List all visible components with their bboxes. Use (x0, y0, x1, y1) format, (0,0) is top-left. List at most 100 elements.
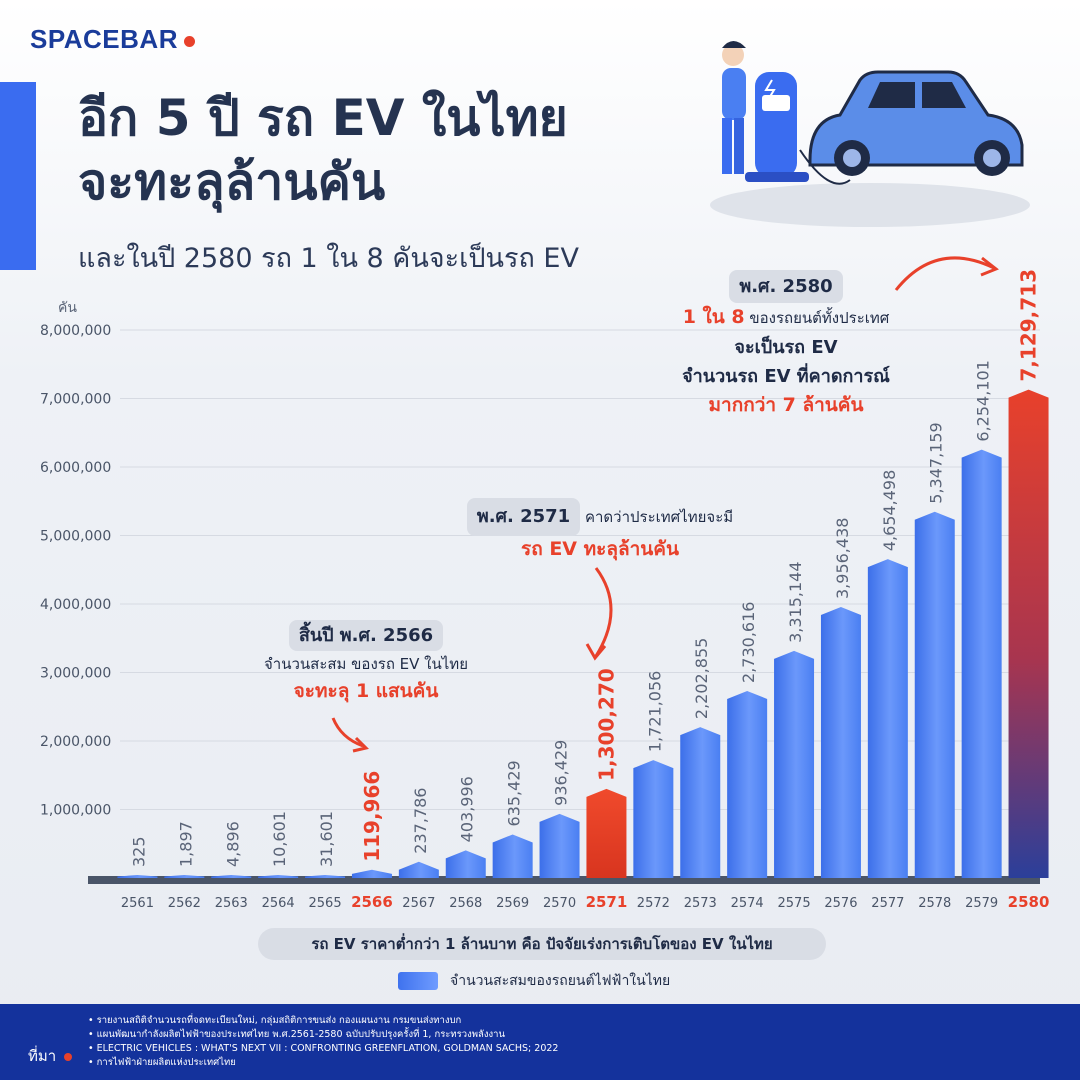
value-labels: 325 1,897 4,896 10,601 31,601 119,966 237,786 4… (129, 269, 1040, 867)
value-label-2576: 3,956,438 (833, 518, 852, 599)
x-tick-label-2566: 2566 (351, 893, 393, 911)
callout-2580-text1: ของรถยนต์ทั้งประเทศ (749, 309, 890, 327)
callout-2580-ratio: 1 ใน 8 (682, 306, 745, 328)
x-tick-label-2568: 2568 (449, 896, 482, 911)
value-label-2563: 4,896 (223, 821, 242, 867)
bar-2565 (305, 875, 346, 878)
source-item: แผนพัฒนากำลังผลิตไฟฟ้าของประเทศไทย พ.ศ.2… (88, 1028, 558, 1042)
x-tick-label-2574: 2574 (731, 896, 764, 911)
x-tick-label-2571: 2571 (586, 893, 628, 911)
source-dot-icon (64, 1052, 73, 1061)
value-label-2571: 1,300,270 (594, 668, 618, 781)
legend-label: จำนวนสะสมของรถยนต์ไฟฟ้าในไทย (450, 973, 671, 989)
arrow-2571 (594, 567, 613, 657)
value-label-2572: 1,721,056 (645, 671, 664, 752)
callout-2571-pill: พ.ศ. 2571 (466, 498, 581, 536)
source-list: รายงานสถิติจำนวนรถที่จดทะเบียนใหม่, กลุ่… (88, 1014, 559, 1070)
ev-illustration (710, 41, 1030, 227)
callout-2580-text2: จะเป็นรถ EV (734, 337, 838, 358)
illustration-shadow (710, 183, 1030, 227)
bar-2573 (680, 727, 721, 878)
value-label-2575: 3,315,144 (786, 561, 805, 642)
bar-2580 (1008, 389, 1049, 878)
title-line-2: จะทะลุล้านคัน (78, 153, 386, 211)
y-tick-label: 1,000,000 (40, 803, 111, 819)
y-tick-label: 3,000,000 (40, 666, 111, 682)
bar-2576 (820, 606, 861, 878)
note-pill: รถ EV ราคาต่ำกว่า 1 ล้านบาท คือ ปัจจัยเร… (258, 928, 826, 960)
value-label-2580: 7,129,713 (1017, 269, 1041, 382)
x-tick-label-2578: 2578 (918, 896, 951, 911)
callout-2571-text: คาดว่าประเทศไทยจะมี (584, 508, 734, 526)
accent-bar (0, 82, 36, 270)
x-tick-label-2564: 2564 (262, 896, 295, 911)
charger-icon (755, 72, 797, 177)
bar-2577 (867, 559, 908, 878)
y-tick-label: 2,000,000 (40, 734, 111, 750)
x-tick-label-2569: 2569 (496, 896, 529, 911)
callout-2566-pill: สิ้นปี พ.ศ. 2566 (288, 620, 444, 651)
x-tick-label-2567: 2567 (402, 896, 435, 911)
value-label-2579: 6,254,101 (974, 360, 993, 441)
callout-2580-highlight: มากกว่า 7 ล้านคัน (708, 394, 864, 416)
y-axis-label: คัน (58, 300, 77, 316)
source-item: การไฟฟ้าฝ่ายผลิตแห่งประเทศไทย (88, 1056, 558, 1070)
bar-2567 (398, 861, 439, 878)
bar-2572 (633, 760, 674, 878)
footer-sources: ที่มา รายงานสถิติจำนวนรถที่จดทะเบียนใหม่… (0, 1004, 1080, 1080)
y-tick-label: 6,000,000 (40, 460, 111, 476)
bar-2568 (445, 850, 486, 878)
callout-2580: พ.ศ. 2580 1 ใน 8 ของรถยนต์ทั้งประเทศ จะเ… (636, 270, 936, 420)
bar-2575 (774, 650, 815, 878)
y-tick-label: 7,000,000 (40, 392, 111, 408)
callout-2566-highlight: จะทะลุ 1 แสนคัน (293, 680, 439, 702)
source-label-wrap: ที่มา (28, 1044, 73, 1068)
x-tick-label-2579: 2579 (965, 896, 998, 911)
x-tick-label-2565: 2565 (309, 896, 342, 911)
y-axis: 1,000,000 2,000,000 3,000,000 4,000,000 5,00… (40, 323, 111, 819)
value-label-2561: 325 (129, 836, 148, 867)
bar-2579 (961, 449, 1002, 878)
value-label-2574: 2,730,616 (739, 602, 758, 683)
x-tick-label-2573: 2573 (684, 896, 717, 911)
bar-2569 (492, 834, 533, 878)
brand-logo: SPACEBAR (30, 24, 195, 55)
x-tick-label-2576: 2576 (824, 896, 857, 911)
bar-2561 (117, 875, 158, 878)
x-tick-label-2563: 2563 (215, 896, 248, 911)
bar-2562 (164, 875, 205, 878)
legend: จำนวนสะสมของรถยนต์ไฟฟ้าในไทย (398, 970, 670, 992)
source-item: รายงานสถิติจำนวนรถที่จดทะเบียนใหม่, กลุ่… (88, 1014, 558, 1028)
car-icon (808, 70, 1024, 167)
x-tick-label-2580: 2580 (1008, 893, 1050, 911)
value-label-2562: 1,897 (176, 821, 195, 867)
x-tick-label-2561: 2561 (121, 896, 154, 911)
bar-2574 (727, 690, 768, 878)
bar-2578 (914, 511, 955, 878)
x-tick-label-2570: 2570 (543, 896, 576, 911)
callout-2571-highlight: รถ EV ทะลุล้านคัน (521, 538, 679, 560)
x-tick-label-2572: 2572 (637, 896, 670, 911)
y-tick-label: 4,000,000 (40, 597, 111, 613)
x-axis-baseline (88, 876, 1040, 884)
brand-dot-icon (183, 35, 195, 47)
bar-2571 (586, 788, 627, 878)
value-label-2564: 10,601 (270, 811, 289, 867)
value-label-2573: 2,202,855 (692, 638, 711, 719)
value-label-2567: 237,786 (411, 788, 430, 854)
source-label: ที่มา (28, 1047, 57, 1065)
y-tick-label: 8,000,000 (40, 323, 111, 339)
x-tick-label-2562: 2562 (168, 896, 201, 911)
value-label-2565: 31,601 (317, 811, 336, 867)
source-item: ELECTRIC VEHICLES : WHAT'S NEXT VII : CO… (88, 1042, 559, 1056)
bar-2570 (539, 813, 580, 878)
bar-2566 (351, 869, 392, 878)
bars (117, 389, 1049, 878)
arrow-2580 (894, 256, 995, 291)
value-label-2566: 119,966 (360, 771, 384, 862)
bar-2563 (211, 875, 252, 878)
arrow-2566 (331, 717, 364, 748)
callout-2566: สิ้นปี พ.ศ. 2566 จำนวนสะสม ของรถ EV ในไท… (236, 620, 496, 705)
page-title: อีก 5 ปี รถ EV ในไทย จะทะลุล้านคัน (78, 86, 568, 214)
